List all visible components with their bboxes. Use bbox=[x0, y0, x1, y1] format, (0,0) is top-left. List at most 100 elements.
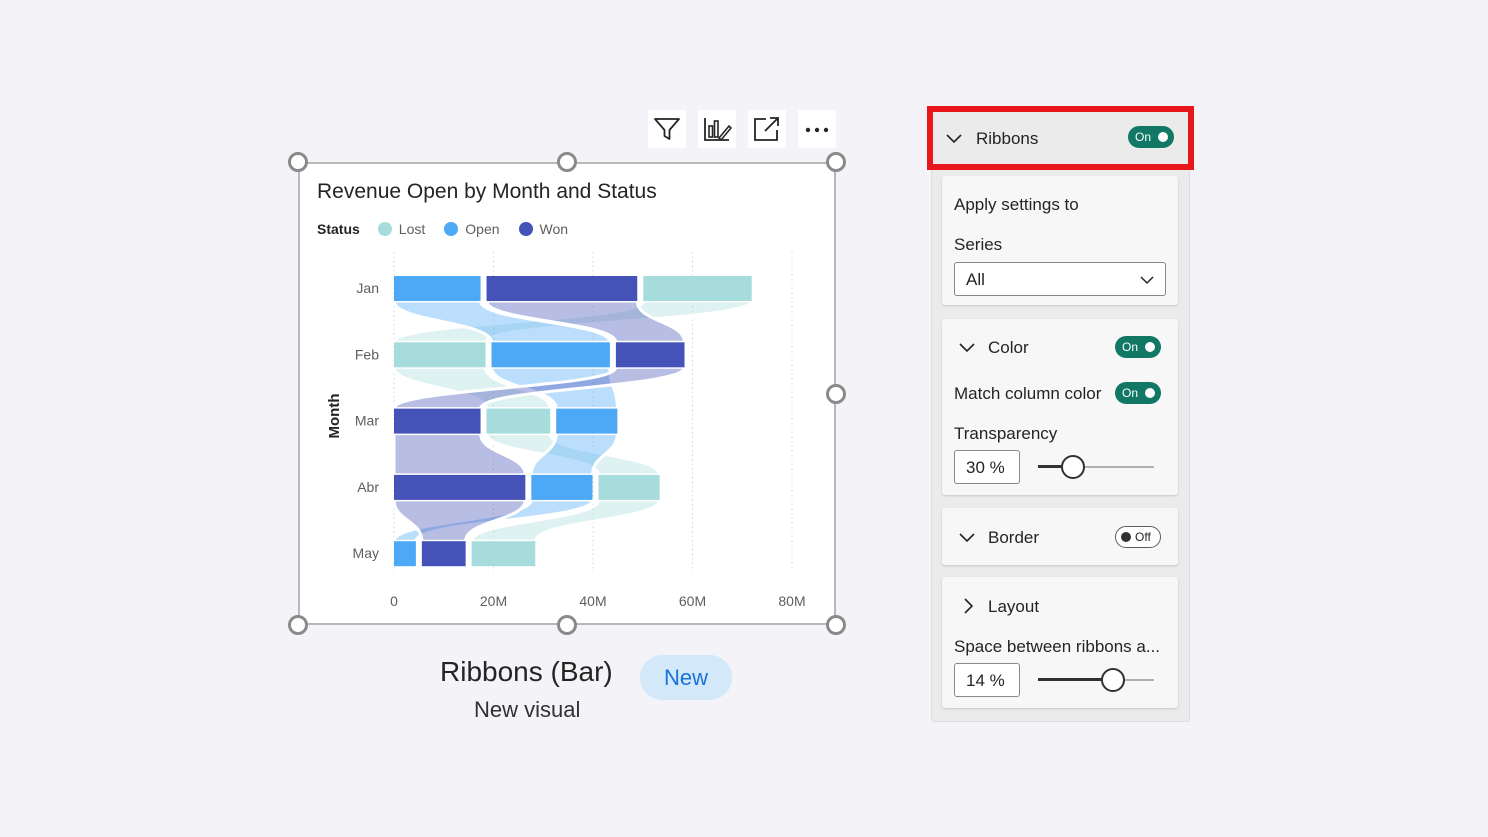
border-section-label: Border bbox=[988, 528, 1040, 547]
chevron-down-icon bbox=[946, 134, 962, 144]
slider-thumb[interactable] bbox=[1101, 668, 1126, 692]
y-tick-label: Abr bbox=[357, 479, 379, 495]
ribbon-chart: 0 20M 40M 60M 80M Jan Feb Mar Abr May Month bbox=[326, 252, 806, 609]
resize-handle-top-left[interactable] bbox=[288, 152, 308, 172]
filter-button[interactable] bbox=[648, 110, 686, 148]
legend-dot-lost bbox=[377, 222, 392, 236]
border-toggle-label: Off bbox=[1135, 530, 1151, 544]
slider-thumb[interactable] bbox=[1060, 455, 1085, 479]
bar-won bbox=[486, 276, 638, 301]
series-dropdown-value: All bbox=[966, 270, 985, 289]
bar-won bbox=[421, 541, 466, 567]
bar-lost bbox=[486, 408, 551, 434]
chevron-down-icon[interactable] bbox=[958, 528, 976, 546]
resize-handle-top[interactable] bbox=[557, 152, 577, 172]
x-tick-label: 80M bbox=[778, 593, 805, 609]
space-between-ribbons-label: Space between ribbons a... bbox=[954, 637, 1161, 656]
legend-label-open: Open bbox=[465, 221, 500, 237]
more-options-button[interactable] bbox=[798, 110, 836, 148]
ribbon-lost bbox=[470, 498, 662, 543]
chart-title: Revenue Open by Month and Status bbox=[317, 180, 657, 203]
focus-mode-button[interactable] bbox=[748, 110, 786, 148]
y-axis-title: Month bbox=[326, 394, 343, 439]
x-tick-label: 40M bbox=[579, 593, 606, 609]
apply-settings-title: Apply settings to bbox=[954, 195, 1079, 214]
bar-lost bbox=[471, 541, 536, 567]
space-between-ribbons-input[interactable]: 14 % bbox=[954, 663, 1020, 697]
y-tick-label: Jan bbox=[356, 280, 379, 296]
chevron-down-icon bbox=[1140, 276, 1154, 285]
match-column-color-label: Match column color bbox=[954, 384, 1102, 403]
new-badge: New bbox=[640, 655, 732, 700]
bar-open bbox=[491, 342, 610, 368]
ribbon-won bbox=[485, 299, 687, 344]
series-label: Series bbox=[954, 235, 1003, 254]
space-between-ribbons-slider[interactable] bbox=[1038, 668, 1154, 692]
bar-won bbox=[394, 408, 481, 434]
ribbon-open bbox=[392, 299, 612, 344]
visual-subcaption: New visual bbox=[474, 697, 581, 722]
visual-header-toolbar bbox=[648, 110, 836, 148]
border-card: Border Off bbox=[942, 508, 1178, 565]
ribbon-won bbox=[392, 432, 527, 477]
slider-fill bbox=[1038, 465, 1073, 468]
apply-settings-card: Apply settings to Series All bbox=[942, 176, 1178, 305]
layout-section-label: Layout bbox=[988, 597, 1040, 616]
layout-card: Layout Space between ribbons a... 14 % bbox=[942, 577, 1178, 708]
y-tick-label: Feb bbox=[355, 346, 379, 362]
chart-legend: Status Lost Open Won bbox=[317, 221, 587, 237]
slider-track bbox=[1038, 466, 1154, 468]
ribbon-chart-visual[interactable]: 0 20M 40M 60M 80M Jan Feb Mar Abr May Month Revenu… bbox=[298, 162, 836, 625]
bar-won bbox=[615, 342, 685, 368]
visual-name-caption: Ribbons (Bar) bbox=[440, 656, 613, 687]
legend-label-won: Won bbox=[539, 221, 569, 237]
match-column-color-toggle[interactable]: On bbox=[1115, 382, 1161, 404]
ribbon-lost bbox=[485, 432, 662, 477]
resize-handle-right[interactable] bbox=[826, 384, 846, 404]
ribbons-section-label: Ribbons bbox=[976, 129, 1039, 148]
bar-open bbox=[556, 408, 618, 434]
bar-lost bbox=[643, 276, 752, 301]
legend-item-won[interactable]: Won bbox=[518, 221, 569, 237]
resize-handle-top-right[interactable] bbox=[826, 152, 846, 172]
resize-handle-bottom-left[interactable] bbox=[288, 615, 308, 635]
resize-handle-bottom-right[interactable] bbox=[826, 615, 846, 635]
legend-item-lost[interactable]: Lost bbox=[377, 221, 426, 237]
ribbon-won bbox=[392, 498, 527, 543]
legend-dot-won bbox=[518, 222, 533, 236]
chevron-right-icon[interactable] bbox=[959, 597, 977, 615]
color-section-label: Color bbox=[988, 338, 1029, 357]
color-toggle[interactable]: On bbox=[1115, 336, 1161, 358]
legend-item-open[interactable]: Open bbox=[444, 221, 500, 237]
legend-dot-open bbox=[444, 222, 459, 236]
bar-won bbox=[394, 474, 526, 500]
transparency-slider[interactable] bbox=[1038, 455, 1154, 479]
transparency-label: Transparency bbox=[954, 424, 1058, 443]
ribbons-section-header[interactable]: Ribbons On bbox=[927, 106, 1194, 170]
y-tick-label: May bbox=[353, 545, 379, 561]
y-tick-label: Mar bbox=[355, 413, 379, 429]
x-tick-label: 0 bbox=[390, 593, 398, 609]
format-visual-icon bbox=[704, 118, 732, 142]
transparency-input[interactable]: 30 % bbox=[954, 450, 1020, 484]
legend-label-lost: Lost bbox=[398, 221, 426, 237]
resize-handle-bottom[interactable] bbox=[557, 615, 577, 635]
border-toggle[interactable]: Off bbox=[1115, 526, 1161, 548]
series-dropdown[interactable]: All bbox=[954, 262, 1166, 296]
format-visual-button[interactable] bbox=[698, 110, 736, 148]
bar-open bbox=[531, 474, 593, 500]
match-column-color-toggle-label: On bbox=[1122, 386, 1139, 400]
x-tick-label: 20M bbox=[480, 593, 507, 609]
bar-open bbox=[394, 541, 416, 567]
focus-mode-icon bbox=[754, 117, 779, 141]
chevron-down-icon[interactable] bbox=[958, 338, 976, 356]
filter-icon bbox=[654, 118, 680, 140]
more-options-icon bbox=[805, 127, 829, 133]
ribbons-toggle[interactable]: On bbox=[1128, 126, 1174, 148]
bar-open bbox=[394, 276, 481, 301]
x-tick-label: 60M bbox=[679, 593, 706, 609]
color-toggle-label: On bbox=[1122, 340, 1139, 354]
bar-lost bbox=[598, 474, 660, 500]
color-card: Color On Match column color On Transpare… bbox=[942, 319, 1178, 495]
slider-fill bbox=[1038, 678, 1114, 681]
